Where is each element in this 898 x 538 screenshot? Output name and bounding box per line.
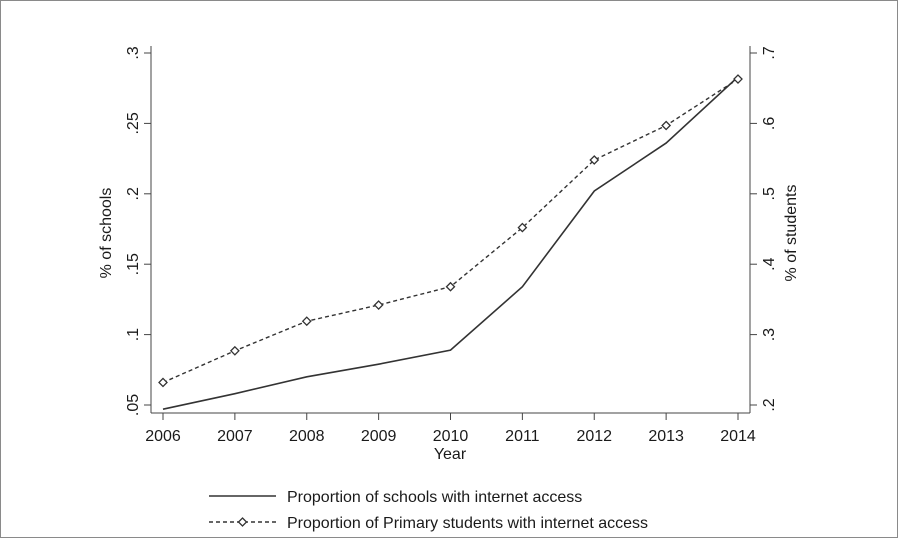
series-point-students [158,377,168,388]
right-y-tick-label: .6 [761,117,778,130]
series-point-students [661,120,672,131]
right-y-tick-label: .5 [761,187,778,200]
left-y-tick-label: .3 [125,46,142,59]
legend: Proportion of schools with internet acce… [209,489,648,532]
series-point-students [517,222,528,233]
right-y-axis-ticks: .2 .3 .4 .5 .6 .7 [750,46,778,412]
x-tick-label: 2014 [720,428,756,445]
series-line-schools [162,76,739,410]
series-point-students [589,155,600,165]
series-line-students [162,78,739,384]
left-y-tick-label: .15 [125,253,142,275]
series-point-students [445,281,456,292]
right-y-axis-title: % of students [783,185,800,282]
series-point-students [301,316,312,327]
x-axis-title: Year [434,446,467,463]
x-tick-label: 2006 [145,428,181,445]
left-y-tick-label: .2 [125,187,142,200]
series-layer [158,74,743,410]
x-tick-label: 2007 [217,428,253,445]
legend-label-schools: Proportion of schools with internet acce… [287,489,582,506]
right-y-tick-label: .2 [761,398,778,411]
left-y-tick-label: .05 [125,394,142,416]
x-tick-label: 2012 [576,428,612,445]
x-axis-ticks: 2006 2007 2008 2009 2010 2011 2012 2013 2014 [145,413,756,445]
series-point-students [373,300,384,310]
left-y-axis-title: % of schools [98,188,115,279]
x-tick-label: 2013 [648,428,684,445]
left-y-tick-label: .1 [125,328,142,341]
right-y-tick-label: .3 [761,328,778,341]
right-y-tick-label: .7 [761,46,778,59]
x-tick-label: 2010 [433,428,469,445]
legend-label-students: Proportion of Primary students with inte… [287,515,648,532]
legend-marker-students [237,517,248,527]
x-tick-label: 2009 [361,428,397,445]
series-point-students [229,345,240,356]
right-y-tick-label: .4 [761,257,778,270]
x-tick-label: 2011 [505,428,540,445]
series-point-students [733,74,743,84]
left-y-axis-ticks: .05 .1 .15 .2 .25 .3 [125,46,151,416]
x-tick-label: 2008 [289,428,325,445]
left-y-tick-label: .25 [125,112,142,134]
